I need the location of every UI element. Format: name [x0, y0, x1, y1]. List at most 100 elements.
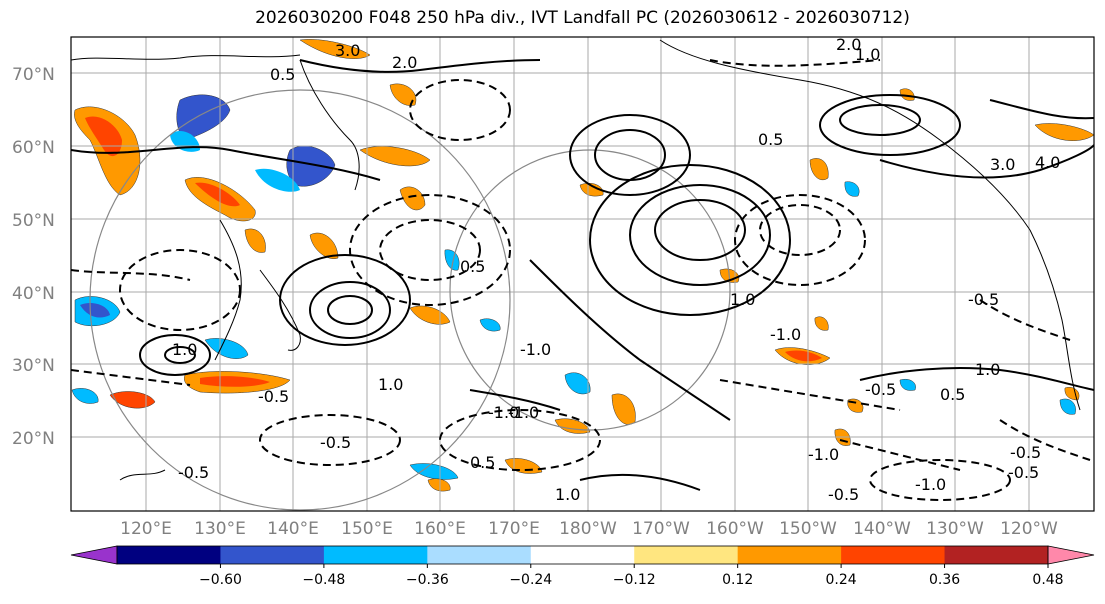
shade-cyan [255, 168, 300, 192]
lon-label: 130°E [194, 519, 246, 539]
divergence-shading [71, 39, 1094, 492]
shade-cyan [71, 388, 99, 404]
contour-label: 4.0 [1035, 153, 1060, 172]
shade-red [785, 350, 822, 362]
colorbar-tick-label: −0.60 [199, 572, 242, 588]
colorbar-segment [944, 546, 1049, 564]
shade-orange [814, 316, 829, 331]
shade-red [200, 376, 270, 387]
colorbar-tick-label: 0.48 [1032, 572, 1063, 588]
colorbar-tick-label: −0.48 [302, 572, 345, 588]
contour-label: 1.0 [975, 360, 1000, 379]
shade-cyan [409, 463, 459, 480]
graticule [71, 37, 1094, 511]
shade-cyan [844, 181, 860, 197]
contour-label: 1.0 [555, 485, 580, 504]
longitude-labels: 120°E 130°E 140°E 150°E 160°E 170°E 180°… [120, 519, 1058, 539]
lat-label: 20°N [12, 429, 55, 449]
contour-label: 0.5 [270, 65, 295, 84]
colorbar-tick-label: 0.24 [826, 572, 857, 588]
lon-label: 140°W [853, 519, 911, 539]
contour-label: -0.5 [828, 485, 859, 504]
shade-orange [809, 158, 829, 181]
contour-label: 0.5 [940, 385, 965, 404]
colorbar-frame [116, 545, 1049, 565]
contour-label: 3.0 [990, 155, 1015, 174]
colorbar-tick-label: −0.36 [406, 572, 449, 588]
map-title: 2026030200 F048 250 hPa div., IVT Landfa… [255, 8, 910, 28]
colorbar-tick-label: 0.12 [722, 572, 753, 588]
contour-label: -0.5 [320, 433, 351, 452]
shade-cyan [444, 249, 460, 271]
shade-orange [399, 186, 426, 211]
contour-label: 1.0 [172, 340, 197, 359]
lat-label: 30°N [12, 356, 55, 376]
coastlines [71, 39, 1081, 481]
lon-label: 170°W [632, 519, 690, 539]
contour-label: 2.0 [836, 35, 861, 54]
colorbar: −0.60 −0.48 −0.36 −0.24 −0.12 0.12 0.24 0.36 0.4… [70, 545, 1095, 588]
colorbar-tick-label: 0.36 [929, 572, 960, 588]
contour-label: 0.5 [758, 130, 783, 149]
lon-label: 150°E [341, 519, 393, 539]
lon-label: 150°W [779, 519, 837, 539]
shade-cyan [479, 318, 501, 332]
colorbar-tick-label: −0.24 [509, 572, 552, 588]
colorbar-segment [737, 546, 842, 564]
contour-label: -1.0 [915, 475, 946, 494]
colorbar-segment [530, 546, 635, 564]
lat-label: 50°N [12, 211, 55, 231]
latitude-labels: 70°N 60°N 50°N 40°N 30°N 20°N [12, 65, 55, 449]
contour-label: 0.5 [460, 257, 485, 276]
colorbar-segment [323, 546, 428, 564]
contour-label: -0.5 [258, 387, 289, 406]
shade-orange [427, 478, 451, 492]
contour-label: -0.5 [865, 380, 896, 399]
shade-blue [176, 94, 231, 141]
lon-label: 160°W [706, 519, 764, 539]
shade-cyan [899, 379, 916, 391]
contour-label: -0.5 [178, 463, 209, 482]
shade-orange [299, 39, 371, 59]
colorbar-max-extension [1047, 545, 1095, 565]
shade-cyan [1059, 398, 1076, 415]
positive-contours [71, 59, 1094, 491]
lon-label: 130°W [926, 519, 984, 539]
contour-label: 1.0 [730, 290, 755, 309]
shade-red [195, 182, 240, 207]
shade-orange [1064, 387, 1080, 401]
contour-label: -1.0 [520, 340, 551, 359]
colorbar-min-extension [70, 545, 118, 565]
plot-frame [70, 36, 1095, 512]
contour-label: -1.0 [508, 403, 539, 422]
lon-label: 160°E [414, 519, 466, 539]
shade-blue [286, 145, 336, 187]
shade-orange [244, 228, 266, 253]
contour-label: -0.5 [1010, 443, 1041, 462]
contour-label-group: 3.0 2.0 0.5 1.0 0.5 1.0 -0.5 -1.0 -0.5 1… [172, 35, 1060, 504]
shade-red [109, 391, 156, 409]
negative-contours [71, 59, 1091, 501]
lon-label: 140°E [267, 519, 319, 539]
colorbar-segment [841, 546, 946, 564]
colorbar-tick-label: −0.12 [613, 572, 656, 588]
contour-label: -0.5 [968, 290, 999, 309]
contour-label: 0.5 [470, 453, 495, 472]
lon-label: 180°W [559, 519, 617, 539]
colorbar-segment [634, 546, 739, 564]
contour-label: 1.0 [855, 45, 880, 64]
shade-cyan [564, 372, 591, 395]
lon-label: 120°E [120, 519, 172, 539]
lat-label: 60°N [12, 138, 55, 158]
contour-label: -1.0 [488, 403, 519, 422]
contour-label: 2.0 [392, 53, 417, 72]
lat-label: 70°N [12, 65, 55, 85]
lon-label: 170°E [488, 519, 540, 539]
contour-label: -1.0 [770, 325, 801, 344]
colorbar-segment [220, 546, 325, 564]
shade-orange [309, 232, 339, 260]
range-rings [89, 89, 731, 511]
shade-orange [579, 182, 604, 197]
lon-label: 120°W [1000, 519, 1058, 539]
